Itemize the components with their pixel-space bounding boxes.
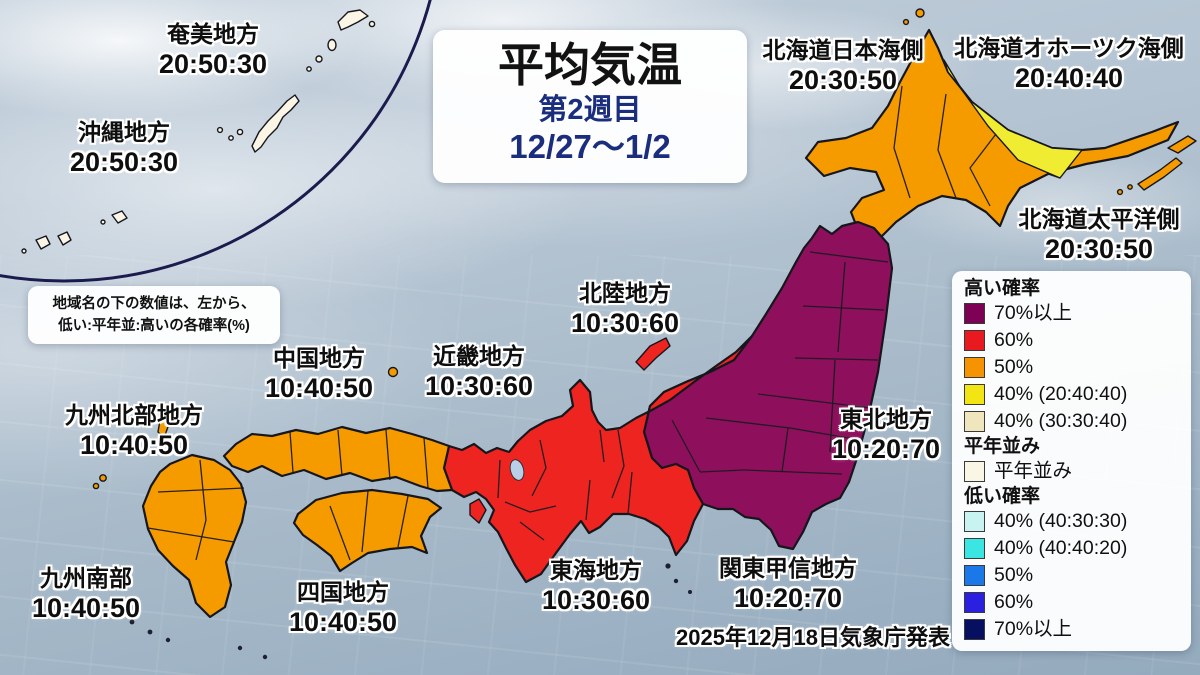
region-name: 北海道日本海側 [762, 37, 924, 63]
note-panel: 地域名の下の数値は、左から、 低い:平年並:高いの各確率(%) [28, 286, 280, 344]
label-tokai: 東海地方 10:30:60 [542, 556, 650, 617]
region-name: 北海道オホーツク海側 [954, 35, 1184, 61]
label-okinawa: 沖縄地方 20:50:30 [70, 118, 178, 179]
legend-swatch [964, 565, 985, 586]
region-values: 10:40:50 [31, 593, 141, 624]
dark-islets [129, 563, 803, 660]
region-values: 20:50:30 [158, 49, 268, 80]
label-kanto-koshin: 関東甲信地方 10:20:70 [719, 554, 857, 615]
legend-swatch [964, 357, 985, 378]
legend-swatch [964, 384, 985, 405]
region-chugoku [222, 425, 454, 493]
title-panel: 平均気温 第2週目 12/27〜1/2 [433, 30, 747, 183]
legend-swatch [964, 511, 985, 532]
legend-item: 70%以上 [964, 616, 1191, 643]
region-values: 10:20:70 [831, 434, 941, 465]
region-shikoku [292, 488, 443, 573]
region-name: 関東甲信地方 [719, 555, 857, 581]
legend-swatch [964, 538, 985, 559]
legend-item: 50% [964, 354, 1191, 381]
prefecture-borders [147, 251, 889, 561]
region-values: 10:30:60 [424, 371, 534, 402]
label-kyushu-north: 九州北部地方 10:40:50 [65, 401, 203, 462]
legend-item: 40% (40:30:30) [964, 508, 1191, 535]
region-name: 東北地方 [840, 406, 932, 432]
region-name: 北海道太平洋側 [1018, 206, 1180, 232]
region-name: 九州南部 [40, 565, 132, 591]
page-title: 平均気温 [498, 39, 682, 91]
legend-item: 40% (30:30:40) [964, 408, 1191, 435]
label-hokkaido-okhotsk: 北海道オホーツク海側 20:40:40 [954, 34, 1184, 95]
legend-swatch [964, 619, 985, 640]
note-line2: 低い:平年並:高いの各確率(%) [58, 318, 250, 334]
region-values: 20:30:50 [1044, 234, 1154, 265]
pref-border [893, 85, 911, 199]
label-amami: 奄美地方 20:50:30 [159, 20, 267, 81]
label-hokkaido-pacific: 北海道太平洋側 20:30:50 [1019, 205, 1180, 266]
note-line1: 地域名の下の数値は、左から、 [52, 295, 256, 312]
issued-date: 2025年12月18日気象庁発表 [676, 625, 950, 650]
legend-item: 60% [964, 327, 1191, 354]
legend-item: 50% [964, 562, 1191, 589]
okinawa-amami-islands [21, 9, 376, 254]
legend-swatch [964, 330, 985, 351]
legend-header-normal: 平年並み [964, 436, 1041, 457]
legend-swatch [964, 303, 985, 324]
label-hokuriku: 北陸地方 10:30:60 [571, 279, 679, 340]
label-hokkaido-nihonkai: 北海道日本海側 20:30:50 [763, 36, 924, 97]
pref-border [969, 133, 997, 207]
region-hokkaido [804, 28, 1180, 242]
region-values: 10:30:60 [541, 585, 651, 616]
region-name: 九州北部地方 [65, 402, 203, 428]
region-values: 10:20:70 [733, 583, 843, 614]
label-kinki: 近畿地方 10:30:60 [425, 342, 533, 403]
legend-swatch [964, 592, 985, 613]
label-shikoku: 四国地方 10:40:50 [289, 578, 397, 639]
legend-item: 平年並み [964, 458, 1191, 485]
region-name: 北陸地方 [579, 280, 671, 306]
region-name: 四国地方 [297, 579, 389, 605]
legend-header-high: 高い確率 [964, 278, 1041, 299]
label-kyushu-south: 九州南部 10:40:50 [32, 564, 140, 625]
legend-panel: 高い確率 70%以上 60% 50% 40% (20:40:40) 40% (3… [952, 271, 1191, 651]
region-hokuriku-tokai-kinki [442, 334, 754, 584]
region-name: 沖縄地方 [78, 119, 170, 145]
label-tohoku: 東北地方 10:20:70 [832, 405, 940, 466]
region-name: 近畿地方 [433, 343, 525, 369]
lake-biwa [509, 459, 525, 481]
region-values: 20:40:40 [1014, 63, 1124, 94]
label-chugoku: 中国地方 10:40:50 [265, 344, 373, 405]
title-period: 12/27〜1/2 [509, 128, 671, 166]
region-name: 奄美地方 [167, 21, 259, 47]
region-name: 東海地方 [550, 557, 642, 583]
region-values: 10:30:60 [570, 308, 680, 339]
region-values: 20:50:30 [69, 147, 179, 178]
legend-item: 40% (20:40:40) [964, 381, 1191, 408]
orange-islands [92, 8, 1197, 490]
region-values: 20:30:50 [788, 65, 898, 96]
pref-border [1047, 173, 1061, 179]
legend-header-low: 低い確率 [964, 486, 1041, 507]
region-hokkaido-okhotsk [943, 59, 1083, 179]
pref-border [937, 93, 957, 199]
legend-swatch [964, 411, 985, 432]
legend-swatch [964, 461, 985, 482]
inset-ring [0, 0, 432, 283]
title-week: 第2週目 [538, 93, 642, 126]
island-awaji [469, 498, 487, 524]
region-name: 中国地方 [273, 345, 365, 371]
region-values: 10:40:50 [288, 607, 398, 638]
legend-item: 60% [964, 589, 1191, 616]
region-values: 10:40:50 [264, 373, 374, 404]
island-sado [635, 337, 671, 371]
region-values: 10:40:50 [79, 430, 189, 461]
legend-item: 70%以上 [964, 300, 1191, 327]
legend-item: 40% (40:40:20) [964, 535, 1191, 562]
